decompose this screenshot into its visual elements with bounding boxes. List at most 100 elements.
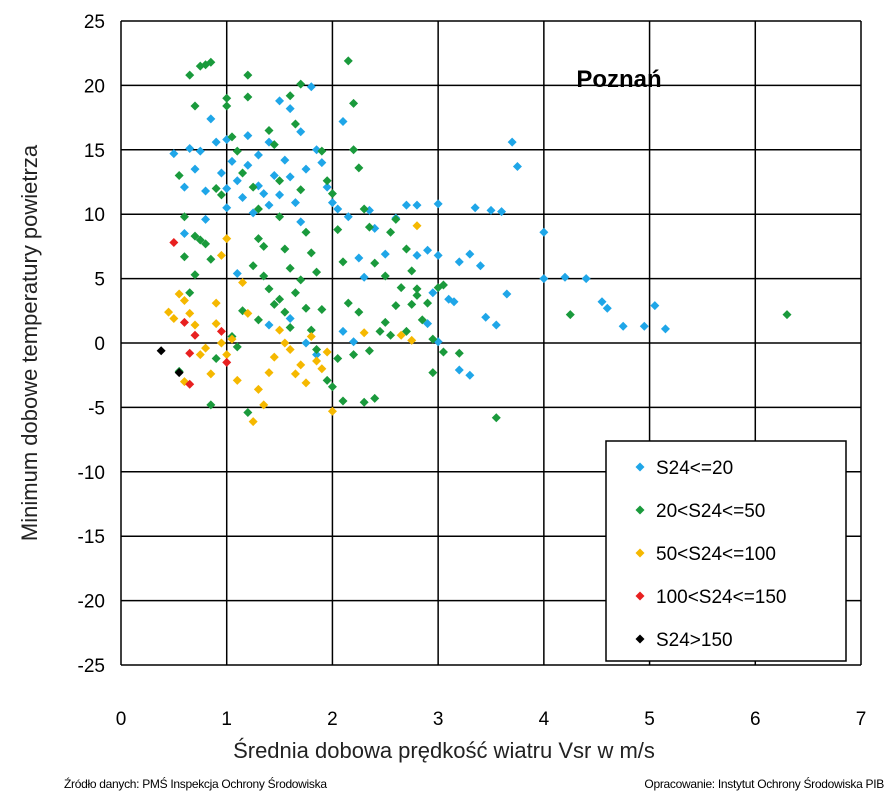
data-point	[269, 352, 279, 362]
data-point	[206, 369, 216, 379]
data-source-note: Źródło danych: PMŚ Inspekcja Ochrony Śro…	[64, 777, 327, 791]
data-point	[248, 261, 258, 271]
data-point	[201, 343, 211, 353]
author-note: Opracowanie: Instytut Ochrony Środowiska…	[644, 777, 884, 791]
data-point	[190, 231, 200, 241]
data-point	[317, 305, 327, 315]
data-point	[327, 406, 337, 416]
data-point	[169, 238, 179, 248]
data-point	[253, 384, 263, 394]
data-point	[375, 326, 385, 336]
data-point	[338, 116, 348, 126]
data-point	[343, 298, 353, 308]
data-point	[306, 325, 316, 335]
legend-label: 100<S24<=150	[656, 587, 787, 608]
data-point	[253, 234, 263, 244]
data-point	[296, 360, 306, 370]
data-point	[327, 189, 337, 199]
data-point	[179, 182, 189, 192]
data-point	[206, 400, 216, 410]
data-point	[216, 326, 226, 336]
chart-title: Poznań	[576, 66, 661, 93]
data-point	[232, 146, 242, 156]
data-point	[438, 347, 448, 357]
data-point	[491, 320, 501, 330]
data-point	[195, 146, 205, 156]
data-point	[338, 396, 348, 406]
data-point	[169, 149, 179, 159]
data-point	[280, 338, 290, 348]
data-point	[296, 127, 306, 137]
y-tick-label: 5	[94, 270, 105, 291]
data-point	[380, 317, 390, 327]
data-point	[185, 379, 195, 389]
data-point	[301, 378, 311, 388]
data-point	[597, 297, 607, 307]
x-tick-label: 5	[644, 709, 655, 730]
data-point	[401, 200, 411, 210]
legend-label: 50<S24<=100	[656, 544, 776, 565]
data-point	[333, 225, 343, 235]
series-0	[169, 82, 670, 380]
data-point	[280, 155, 290, 165]
data-point	[222, 357, 232, 367]
data-point	[269, 140, 279, 150]
x-tick-label: 0	[116, 709, 127, 730]
data-point	[296, 185, 306, 195]
data-point	[354, 307, 364, 317]
data-point	[449, 297, 459, 307]
data-point	[243, 131, 253, 141]
data-point	[782, 310, 792, 320]
data-point	[359, 397, 369, 407]
data-point	[222, 93, 232, 103]
data-point	[290, 369, 300, 379]
x-tick-label: 3	[433, 709, 444, 730]
series-3	[169, 238, 232, 389]
data-point	[359, 204, 369, 214]
data-point	[243, 70, 253, 80]
data-point	[179, 317, 189, 327]
data-point	[322, 347, 332, 357]
data-point	[438, 280, 448, 290]
data-point	[370, 258, 380, 268]
data-point	[253, 150, 263, 160]
data-point	[269, 299, 279, 309]
data-point	[280, 244, 290, 254]
data-point	[407, 335, 417, 345]
y-tick-label: 15	[84, 141, 105, 162]
data-point	[301, 338, 311, 348]
data-point	[650, 301, 660, 311]
x-tick-label: 7	[856, 709, 867, 730]
data-point	[290, 288, 300, 298]
data-point	[259, 400, 269, 410]
data-point	[222, 203, 232, 213]
data-point	[179, 252, 189, 262]
data-point	[238, 168, 248, 178]
data-point	[285, 323, 295, 333]
data-point	[581, 274, 591, 284]
data-point	[264, 368, 274, 378]
x-tick-label: 6	[750, 709, 761, 730]
data-point	[312, 350, 322, 360]
data-point	[185, 144, 195, 154]
data-point	[428, 334, 438, 344]
series-1	[174, 56, 792, 423]
data-point	[232, 375, 242, 385]
data-point	[290, 119, 300, 129]
data-point	[497, 207, 507, 217]
data-point	[317, 364, 327, 374]
data-point	[285, 263, 295, 273]
data-point	[285, 104, 295, 114]
data-point	[296, 79, 306, 89]
data-point	[179, 295, 189, 305]
data-point	[333, 353, 343, 363]
data-point	[227, 334, 237, 344]
data-point	[349, 98, 359, 108]
data-point	[338, 326, 348, 336]
data-point	[433, 199, 443, 209]
data-point	[259, 241, 269, 251]
data-point	[407, 299, 417, 309]
data-point	[243, 308, 253, 318]
data-point	[364, 346, 374, 356]
